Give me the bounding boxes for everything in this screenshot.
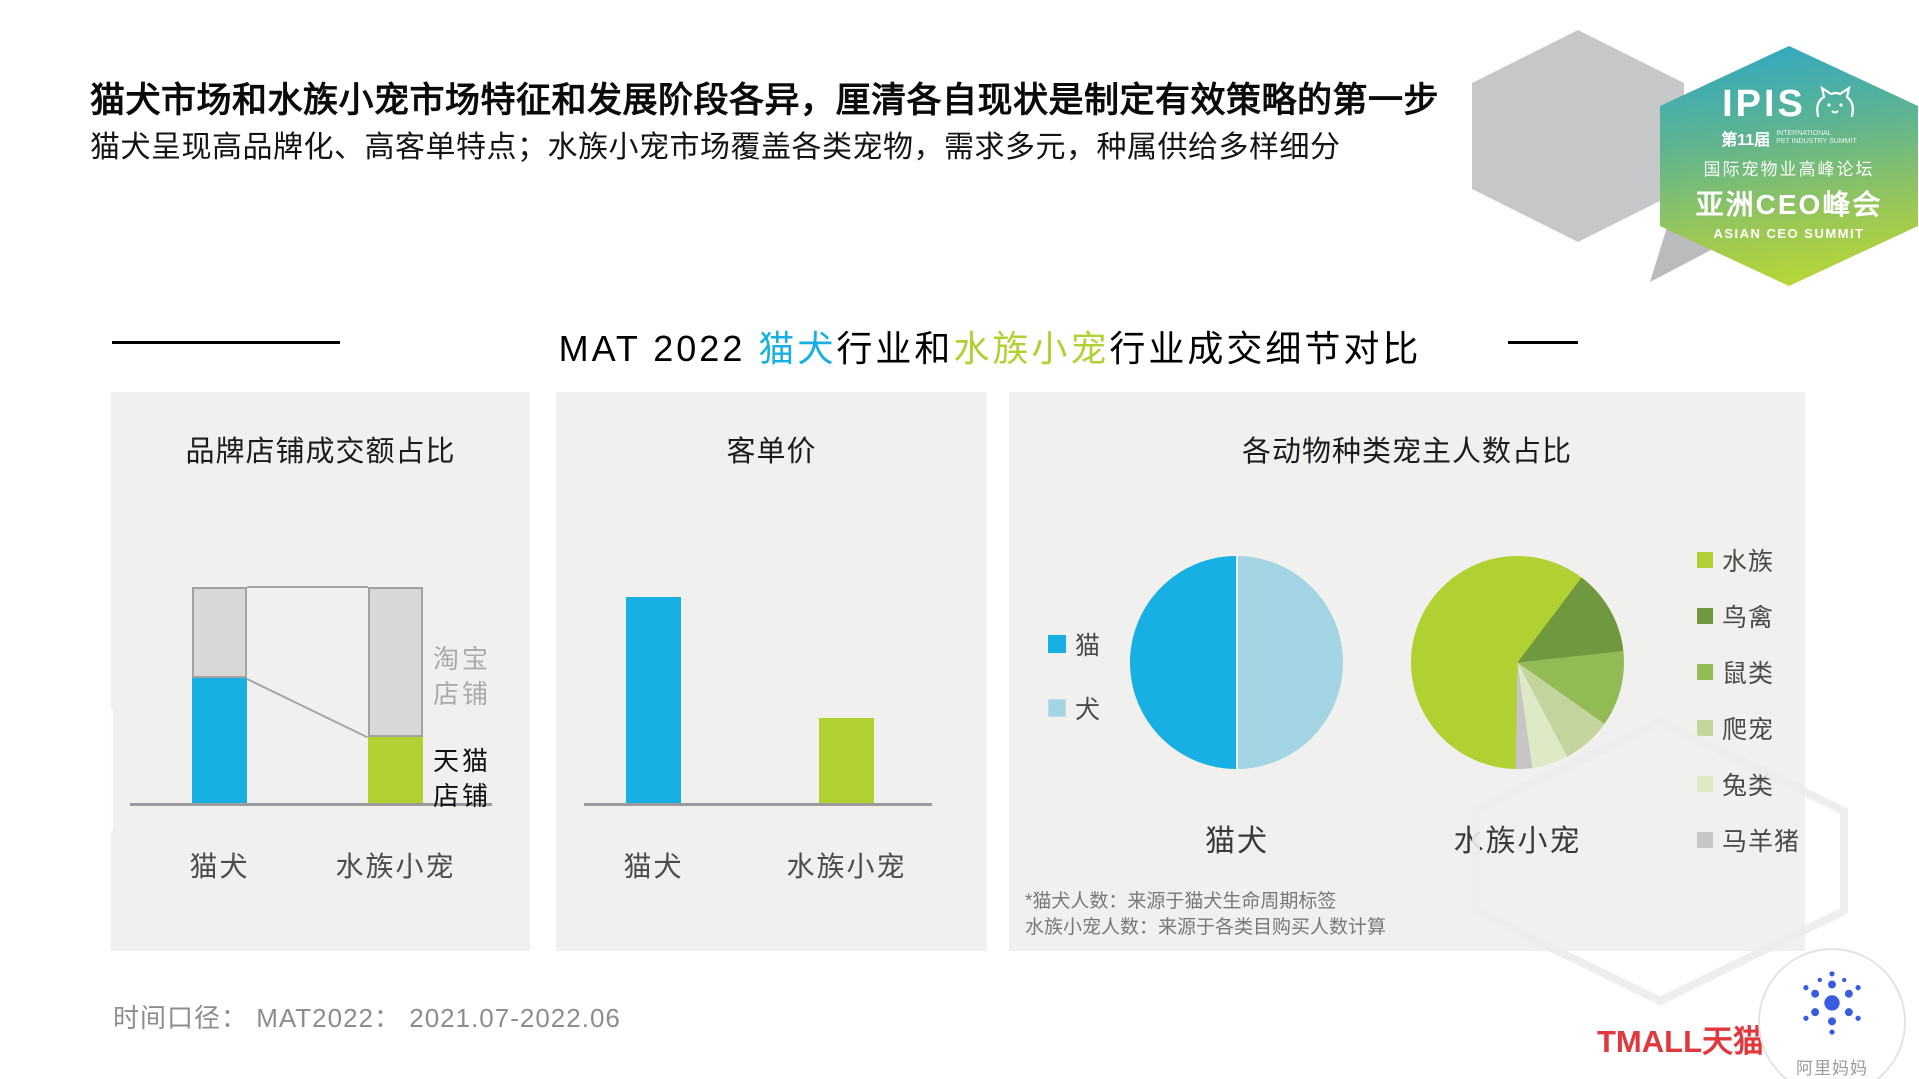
pie-caption-cat-dog: 猫犬 xyxy=(1205,825,1269,858)
alimama-logo: 阿里妈妈 xyxy=(1758,948,1906,1079)
heading-rule-left xyxy=(112,341,340,344)
bar-aqua-small-pet xyxy=(819,717,874,805)
summit-name-en: ASIAN CEO SUMMIT xyxy=(1713,226,1865,241)
time-caliber: 时间口径： MAT2022： 2021.07-2022.06 xyxy=(113,1003,621,1033)
pie-divider xyxy=(1235,556,1238,769)
rabbits-swatch xyxy=(1697,776,1713,792)
category-label-aqua-small-pet: 水族小宠 xyxy=(786,851,907,882)
alimama-mark-icon xyxy=(1803,971,1861,1035)
chart-title-brand-share: 品牌店铺成交额占比 xyxy=(185,436,456,468)
chart-title-owner-share: 各动物种类宠主人数占比 xyxy=(1241,436,1572,468)
segment-tmall xyxy=(192,678,247,804)
segment-tmall xyxy=(368,736,423,804)
legend-item-aquatic: 水族 xyxy=(1697,542,1800,578)
hexagon-gray-decor xyxy=(1472,30,1684,242)
legend-item-reptiles: 爬宠 xyxy=(1697,710,1800,746)
series-label-tmall: 天猫店铺 xyxy=(433,746,492,812)
chart-title-aov: 客单价 xyxy=(726,436,817,468)
segment-taobao xyxy=(192,587,247,679)
footnote-line: *猫犬人数：来源于猫犬生命周期标签 xyxy=(1025,891,1337,912)
edition-label: 第11届 xyxy=(1721,132,1771,149)
series-label-taobao: 淘宝店铺 xyxy=(433,644,492,710)
edition-sublabel: INTERNATIONAL PET INDUSTRY SUMMIT xyxy=(1776,129,1857,145)
birds-swatch xyxy=(1697,608,1713,624)
axis-line xyxy=(584,803,932,806)
axis-line xyxy=(130,803,492,806)
legend-aqua-small-pet: 水族 鸟禽 鼠类 爬宠 兔类 马羊猪 xyxy=(1697,542,1800,858)
legend-item-cat: 猫 xyxy=(1048,626,1101,662)
legend-item-horse-sheep-pig: 马羊猪 xyxy=(1697,822,1800,858)
stacked-bar-aqua-small-pet xyxy=(368,587,423,804)
pets-illustration-icon xyxy=(1816,85,1854,118)
legend-item-rodents: 鼠类 xyxy=(1697,654,1800,690)
event-badge: IPIS 第11届 INTERNATIONAL PET INDUSTRY SUMM… xyxy=(1660,46,1918,286)
section-heading: MAT 2022 猫犬行业和水族小宠行业成交细节对比 xyxy=(558,328,1422,369)
stacked-bar-cat-dog xyxy=(192,587,247,804)
segment-taobao xyxy=(368,587,423,737)
ipis-wordmark: IPIS xyxy=(1722,83,1806,125)
bar-cat-dog xyxy=(626,597,681,805)
panel-brand-share: 品牌店铺成交额占比 淘宝店铺 天猫店铺 猫犬 水族小宠 xyxy=(111,392,530,951)
pie-caption-aqua-small-pet: 水族小宠 xyxy=(1453,825,1582,858)
category-label-cat-dog: 猫犬 xyxy=(623,851,684,882)
alimama-label: 阿里妈妈 xyxy=(1796,1059,1868,1078)
heading-rule-right xyxy=(1508,341,1578,344)
decor-hexagon-left xyxy=(0,651,113,889)
pie-cat-dog xyxy=(1130,556,1343,769)
legend-cat-dog: 猫 犬 xyxy=(1048,626,1101,726)
forum-name-cn: 国际宠物业高峰论坛 xyxy=(1703,160,1875,179)
footnote-line: 水族小宠人数：来源于各类目购买人数计算 xyxy=(1025,917,1387,938)
footnotes: *猫犬人数：来源于猫犬生命周期标签 水族小宠人数：来源于各类目购买人数计算 xyxy=(1025,889,1386,941)
connector-top xyxy=(247,586,368,588)
legend-item-birds: 鸟禽 xyxy=(1697,598,1800,634)
aquatic-swatch xyxy=(1697,552,1713,568)
heading-blue-term: 猫犬 xyxy=(758,328,837,369)
cat-swatch xyxy=(1048,635,1066,653)
pie-aqua-small-pet xyxy=(1411,556,1624,769)
connector-diagonal xyxy=(246,678,369,739)
panel-aov: 客单价 猫犬 水族小宠 xyxy=(556,392,987,951)
horse-sheep-pig-swatch xyxy=(1697,832,1713,848)
category-label-aqua-small-pet: 水族小宠 xyxy=(335,851,456,882)
rodents-swatch xyxy=(1697,664,1713,680)
legend-item-dog: 犬 xyxy=(1048,690,1101,726)
reptiles-swatch xyxy=(1697,720,1713,736)
legend-item-rabbits: 兔类 xyxy=(1697,766,1800,802)
summit-name-cn: 亚洲CEO峰会 xyxy=(1695,189,1883,220)
decor-hexagon-right xyxy=(1828,481,1919,819)
page-subtitle: 猫犬呈现高品牌化、高客单特点；水族小宠市场覆盖各类宠物，需求多元，种属供给多样细… xyxy=(90,131,1341,164)
panel-owner-share: 各动物种类宠主人数占比 猫 犬 水族 鸟禽 xyxy=(1009,392,1805,951)
category-label-cat-dog: 猫犬 xyxy=(189,851,250,882)
aov-plot-area xyxy=(556,597,987,805)
tmall-logo: TMALL天猫 xyxy=(1597,1024,1765,1059)
dog-swatch xyxy=(1048,699,1066,717)
page-title: 猫犬市场和水族小宠市场特征和发展阶段各异，厘清各自现状是制定有效策略的第一步 xyxy=(90,81,1440,120)
heading-green-term: 水族小宠 xyxy=(953,328,1110,369)
